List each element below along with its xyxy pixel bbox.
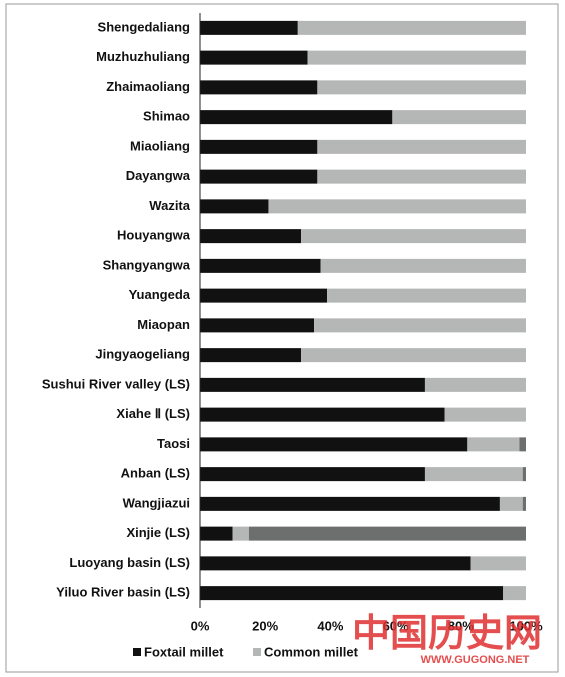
y-tick-label: Yuangeda [129,287,191,302]
bar-segment [200,526,233,541]
bar-segment [424,467,523,482]
bar-segment [327,288,526,303]
bar-segment [200,407,445,422]
x-tick-label: 100% [509,618,543,633]
bar-segment [522,467,526,482]
bar-segment [200,496,500,511]
y-tick-label: Xinjie (LS) [126,525,190,540]
x-tick-label: 20% [252,618,278,633]
y-tick-label: Muzhuzhuliang [96,49,190,64]
y-tick-label: Shangyangwa [103,257,191,272]
y-tick-label: Shengedaliang [98,19,191,34]
bar-segment [200,288,328,303]
bar-segment [467,437,520,452]
bar-segment [200,169,318,184]
y-tick-label: Zhaimaoliang [106,79,190,94]
frame [5,3,559,673]
y-tick-label: Houyangwa [117,228,191,243]
y-tick-label: Wazita [149,198,190,213]
bar-segment [200,20,298,35]
y-tick-label: Yiluo River basin (LS) [56,585,190,600]
y-tick-label: Xiahe Ⅱ (LS) [116,406,190,421]
watermark-url: WWW.GUGONG.NET [421,654,530,666]
legend-label: Common millet [264,644,359,659]
bar-segment [200,80,318,95]
y-tick-label: Anban (LS) [121,466,190,481]
bar-segment [200,467,425,482]
bar-segment [317,80,526,95]
bar-segment [317,169,526,184]
bar-segment [200,586,504,601]
bar-segment [232,526,249,541]
legend-label: Foxtail millet [144,644,224,659]
bar-segment [200,139,318,154]
watermark: 中国历史网 [352,613,542,655]
y-tick-label: Jingyaogeliang [95,347,190,362]
x-tick-label: 0% [191,618,210,633]
y-tick-label: Dayangwa [126,168,191,183]
bar-segment [307,50,526,65]
y-tick-label: Wangjiazui [123,495,190,510]
bar-segment [503,586,526,601]
y-tick-label: Taosi [157,436,190,451]
bar-segment [200,258,321,273]
y-tick-label: Shimao [143,109,190,124]
bar-segment [200,556,471,571]
y-tick-label: Sushui River valley (LS) [42,376,190,391]
bar-segment [499,496,523,511]
bar-segment [301,229,526,244]
bar-segment [392,110,526,125]
bar-segment [297,20,526,35]
bar-segment [268,199,526,214]
y-tick-label: Miaopan [137,317,190,332]
bar-segment [314,318,526,333]
bar-segment [200,110,393,125]
bar-segment [444,407,526,422]
bar-segment [522,496,526,511]
bar-segment [248,526,526,541]
legend-swatch [253,648,261,656]
bar-segment [317,139,526,154]
x-tick-label: 80% [448,618,474,633]
x-tick-label: 40% [317,618,343,633]
bar-segment [200,50,308,65]
bar-segment [200,437,468,452]
x-tick-label: 60% [383,618,409,633]
y-tick-label: Luoyang basin (LS) [69,555,190,570]
legend-swatch [133,648,141,656]
bar-segment [519,437,526,452]
bar-segment [301,348,526,363]
bar-segment [200,377,425,392]
bar-segment [200,348,302,363]
bar-segment [424,377,526,392]
bar-segment [200,318,315,333]
bar-segment [470,556,526,571]
bar-segment [200,199,269,214]
bar-segment [200,229,302,244]
y-tick-label: Miaoliang [130,138,190,153]
bar-segment [320,258,526,273]
